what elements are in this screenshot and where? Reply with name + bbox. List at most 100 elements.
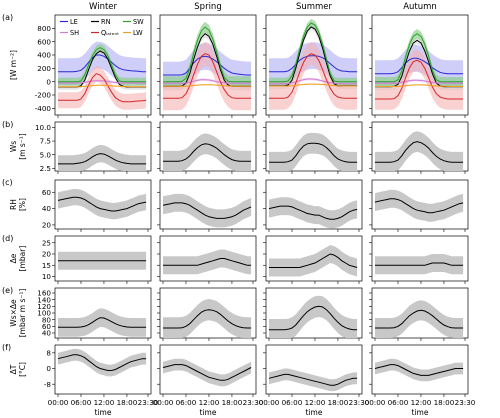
series-line [58,47,147,83]
legend-label: Qₗₐₜₑₙₜ [101,29,119,37]
spread-band [58,189,147,220]
mean-line [269,253,358,268]
series-line [163,26,252,83]
legend-label: LE [70,18,78,26]
series-line [375,79,464,84]
spread-band [269,245,358,277]
y-tick-label: 20 [42,221,52,230]
y-axis-label: [°C] [18,362,27,377]
spread-band [163,249,252,275]
subplot: -400 -200 0 200 400 600 800 [35,14,152,118]
x-tick-label: 23:30 [243,398,264,407]
y-axis-label: [mbar m s⁻¹] [18,289,27,338]
y-tick-label: 40 [42,204,52,213]
season-title: Spring [194,2,221,12]
panel-letter: (d) [2,234,13,243]
x-tick-label: 18:00 [222,398,243,407]
series-line [375,84,464,87]
mean-line [268,373,358,386]
x-tick-label: 12:00 [411,398,432,407]
panel-letter: (f) [2,343,11,352]
y-tick-label: 60 [42,188,52,197]
x-tick-label: 06:00 [388,398,409,407]
subplot [369,287,469,341]
y-axis-label: [mbar] [18,246,27,272]
season-titles: Winter Spring Summer Autumn [89,2,437,12]
x-tick-label: 06:00 [176,398,197,407]
spread-band [375,358,464,382]
subplot [157,14,257,118]
subplot [369,344,469,397]
mean-line [57,354,147,371]
y-axis-label: Δe [9,253,18,263]
y-tick-label: 140 [37,295,51,304]
x-axis-label: time [412,408,429,417]
series-line [269,78,358,85]
y-tick-label: 7.5 [40,137,51,146]
x-tick-label: 00:00 [153,398,174,407]
series-band [163,41,252,111]
y-tick-label: 800 [37,24,51,33]
x-tick-label: 18:00 [328,398,349,407]
y-tick-label: 40 [42,329,52,338]
mean-line [58,317,147,328]
subplot [263,179,363,232]
y-tick-label: 60 [42,322,52,331]
legend-label: SW [133,18,144,26]
y-tick-label: -400 [35,104,52,113]
series-line [58,73,147,103]
spread-band [163,299,252,338]
subplot: -8 0 8 [44,344,152,397]
subplot [369,14,469,118]
series-line [269,53,358,99]
mean-line [269,305,358,331]
subplot [369,235,469,284]
mean-line [162,364,252,381]
x-tick-label: 12:00 [305,398,326,407]
spread-band [269,197,358,229]
y-axis-label: ΔT [9,364,18,374]
y-tick-label: 15 [42,261,51,270]
y-axis-label: Ws [9,141,18,152]
series-band [375,49,464,110]
y-axis-label: [W m⁻²] [9,50,18,80]
subplot [369,179,469,232]
y-axis-label: [%] [18,198,27,211]
panel-letter: (c) [2,178,13,187]
season-title: Autumn [403,2,437,12]
spread-band [269,295,358,338]
x-axis-label: time [306,408,323,417]
mean-line [58,153,147,165]
spread-band [269,132,358,171]
season-title: Winter [89,2,118,12]
y-tick-label: 8 [46,348,51,357]
y-tick-label: 0 [46,364,51,373]
series-band [163,21,252,88]
x-tick-label: 06:00 [282,398,303,407]
y-tick-label: 120 [37,302,51,311]
series-band [269,19,358,86]
spread-band [375,189,464,222]
spread-band [375,131,464,171]
series-line [58,84,147,88]
season-title: Summer [296,2,333,12]
subplot [369,121,469,174]
subplot [263,344,363,397]
subplot: 2.5 5.0 7.5 10.0 [35,121,152,174]
series-band [58,65,147,110]
x-tick-label: 00:00 [259,398,280,407]
y-axis-label: RH [9,199,18,210]
panel-letter: (a) [2,13,13,22]
y-tick-label: 160 [37,289,51,298]
subplot: 20 40 60 [42,179,152,232]
spread-band [163,193,252,228]
x-tick-label: 23:30 [455,398,476,407]
mean-line [162,202,252,219]
y-tick-label: 80 [42,315,52,324]
spread-band [375,254,464,275]
y-tick-label: 25 [42,238,51,247]
spread-band [58,144,147,171]
x-tick-label: 06:00 [71,398,92,407]
